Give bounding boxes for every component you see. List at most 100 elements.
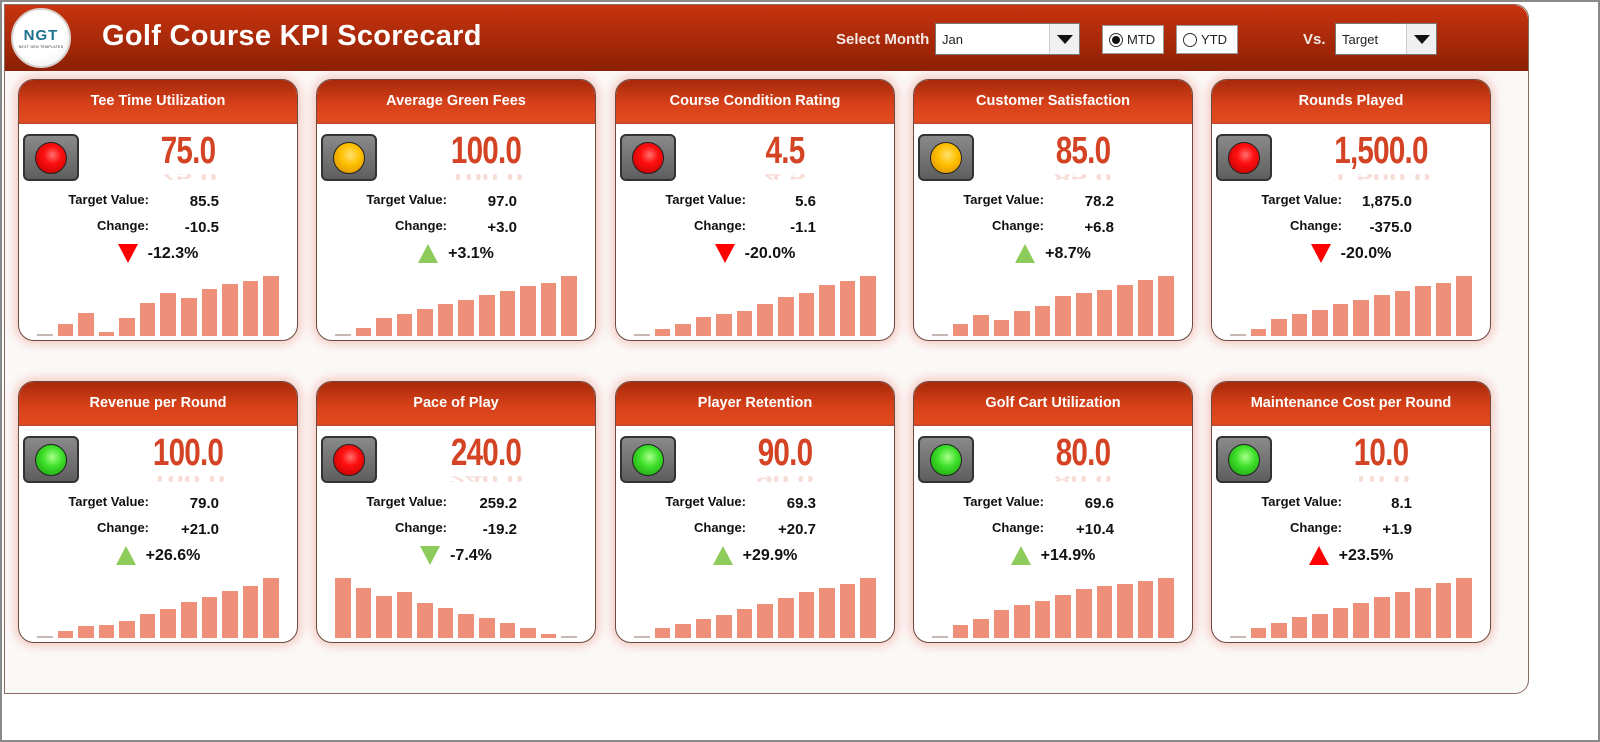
trend-bar-chart [932,578,1174,638]
traffic-light-icon [620,134,676,181]
change-label: Change: [97,218,149,233]
chart-bar [695,316,712,336]
chart-bar [1332,304,1349,336]
chart-bar [778,598,794,638]
change-value: -19.2 [482,521,517,538]
chart-bar [736,311,753,336]
kpi-title: Customer Satisfaction [914,80,1192,124]
chart-bar [1456,578,1472,638]
chart-bar [757,604,774,638]
chart-bar [1353,300,1370,336]
chart-bar [376,317,392,336]
change-label: Change: [694,520,746,535]
chart-bar [458,300,475,336]
kpi-card-revenue-per-round: Revenue per Round 100.0 100.0 Target Val… [18,381,298,643]
chart-bar [819,285,835,336]
triangle-up-icon [1015,244,1036,263]
chart-bar [1076,292,1092,336]
vs-dropdown[interactable]: Target [1335,23,1437,55]
chart-bar [1117,285,1133,336]
percent-value: -12.3% [147,244,199,262]
chart-bar [1096,289,1113,336]
chart-bar [839,583,856,638]
kpi-value: 100.0 [450,130,522,172]
chart-bar [993,319,1010,336]
kpi-value-reflection: 10.0 [1296,476,1466,482]
chart-bar [1034,600,1051,638]
change-value: +1.9 [1382,521,1412,538]
chart-bar [675,323,691,336]
triangle-up-icon [115,546,136,565]
chart-bar [1055,594,1072,638]
kpi-card-maintenance-cost-per-round: Maintenance Cost per Round 10.0 10.0 Tar… [1211,381,1491,643]
chart-bar [798,292,815,336]
kpi-value: 240.0 [450,432,522,474]
chart-bar [37,636,53,638]
chevron-down-icon[interactable] [1406,24,1436,54]
page-title: Golf Course KPI Scorecard [102,20,482,52]
ytd-label: YTD [1201,32,1227,47]
chart-bar [57,631,74,638]
chart-bar [952,624,969,638]
percent-value: +3.1% [448,244,494,262]
chart-bar [479,295,495,336]
chart-bar [57,324,74,336]
chart-bar [78,625,94,638]
change-value: -10.5 [184,219,219,236]
traffic-light-icon [620,436,676,483]
percent-change: -12.3% [19,244,297,263]
chart-bar [201,288,218,336]
chart-bar [993,610,1010,638]
trend-bar-chart [634,276,876,336]
chart-bar [437,608,454,638]
chart-bar [242,585,259,638]
chart-bar [160,608,177,638]
change-value: -375.0 [1369,219,1412,236]
traffic-light-icon [321,436,377,483]
percent-change: +26.6% [19,546,297,565]
chart-bar [932,636,948,638]
triangle-up-icon [1308,546,1329,565]
chart-bar [1415,286,1431,336]
chart-bar [437,304,454,336]
status-bulb-icon [930,443,962,476]
chart-bar [1034,306,1051,336]
chart-bar [1435,583,1452,638]
chart-bar [201,597,218,638]
ytd-radio[interactable] [1183,32,1197,47]
percent-value: +14.9% [1040,546,1096,564]
percent-value: -7.4% [450,546,492,564]
chart-bar [952,324,969,336]
percent-change: +8.7% [914,244,1192,263]
kpi-title: Course Condition Rating [616,80,894,124]
change-label: Change: [97,520,149,535]
status-bulb-icon [1228,141,1260,174]
chart-bar [1291,314,1308,336]
chart-bar [860,276,876,336]
kpi-card-player-retention: Player Retention 90.0 90.0 Target Value:… [615,381,895,643]
kpi-value-reflection: 90.0 [700,476,870,482]
chevron-down-icon[interactable] [1049,24,1079,54]
chart-bar [540,282,557,336]
month-dropdown[interactable]: Jan [935,23,1080,55]
kpi-title: Tee Time Utilization [19,80,297,124]
traffic-light-icon [321,134,377,181]
chart-bar [263,276,279,336]
chart-bar [520,286,536,336]
mtd-radio-option[interactable]: MTD [1102,25,1164,54]
chart-bar [675,623,691,638]
chart-bar [242,281,259,336]
kpi-card-golf-cart-utilization: Golf Cart Utilization 80.0 80.0 Target V… [913,381,1193,643]
trend-bar-chart [932,276,1174,336]
triangle-down-icon [714,244,735,263]
kpi-value-reflection: 100.0 [401,174,571,180]
ytd-radio-option[interactable]: YTD [1176,25,1238,54]
chart-bar [654,329,671,336]
chart-bar [1435,282,1452,336]
target-value: 97.0 [487,193,517,210]
triangle-down-icon [420,546,441,565]
mtd-radio[interactable] [1109,32,1123,47]
chart-bar [839,281,856,336]
month-value: Jan [942,31,963,47]
change-label: Change: [1290,218,1342,233]
